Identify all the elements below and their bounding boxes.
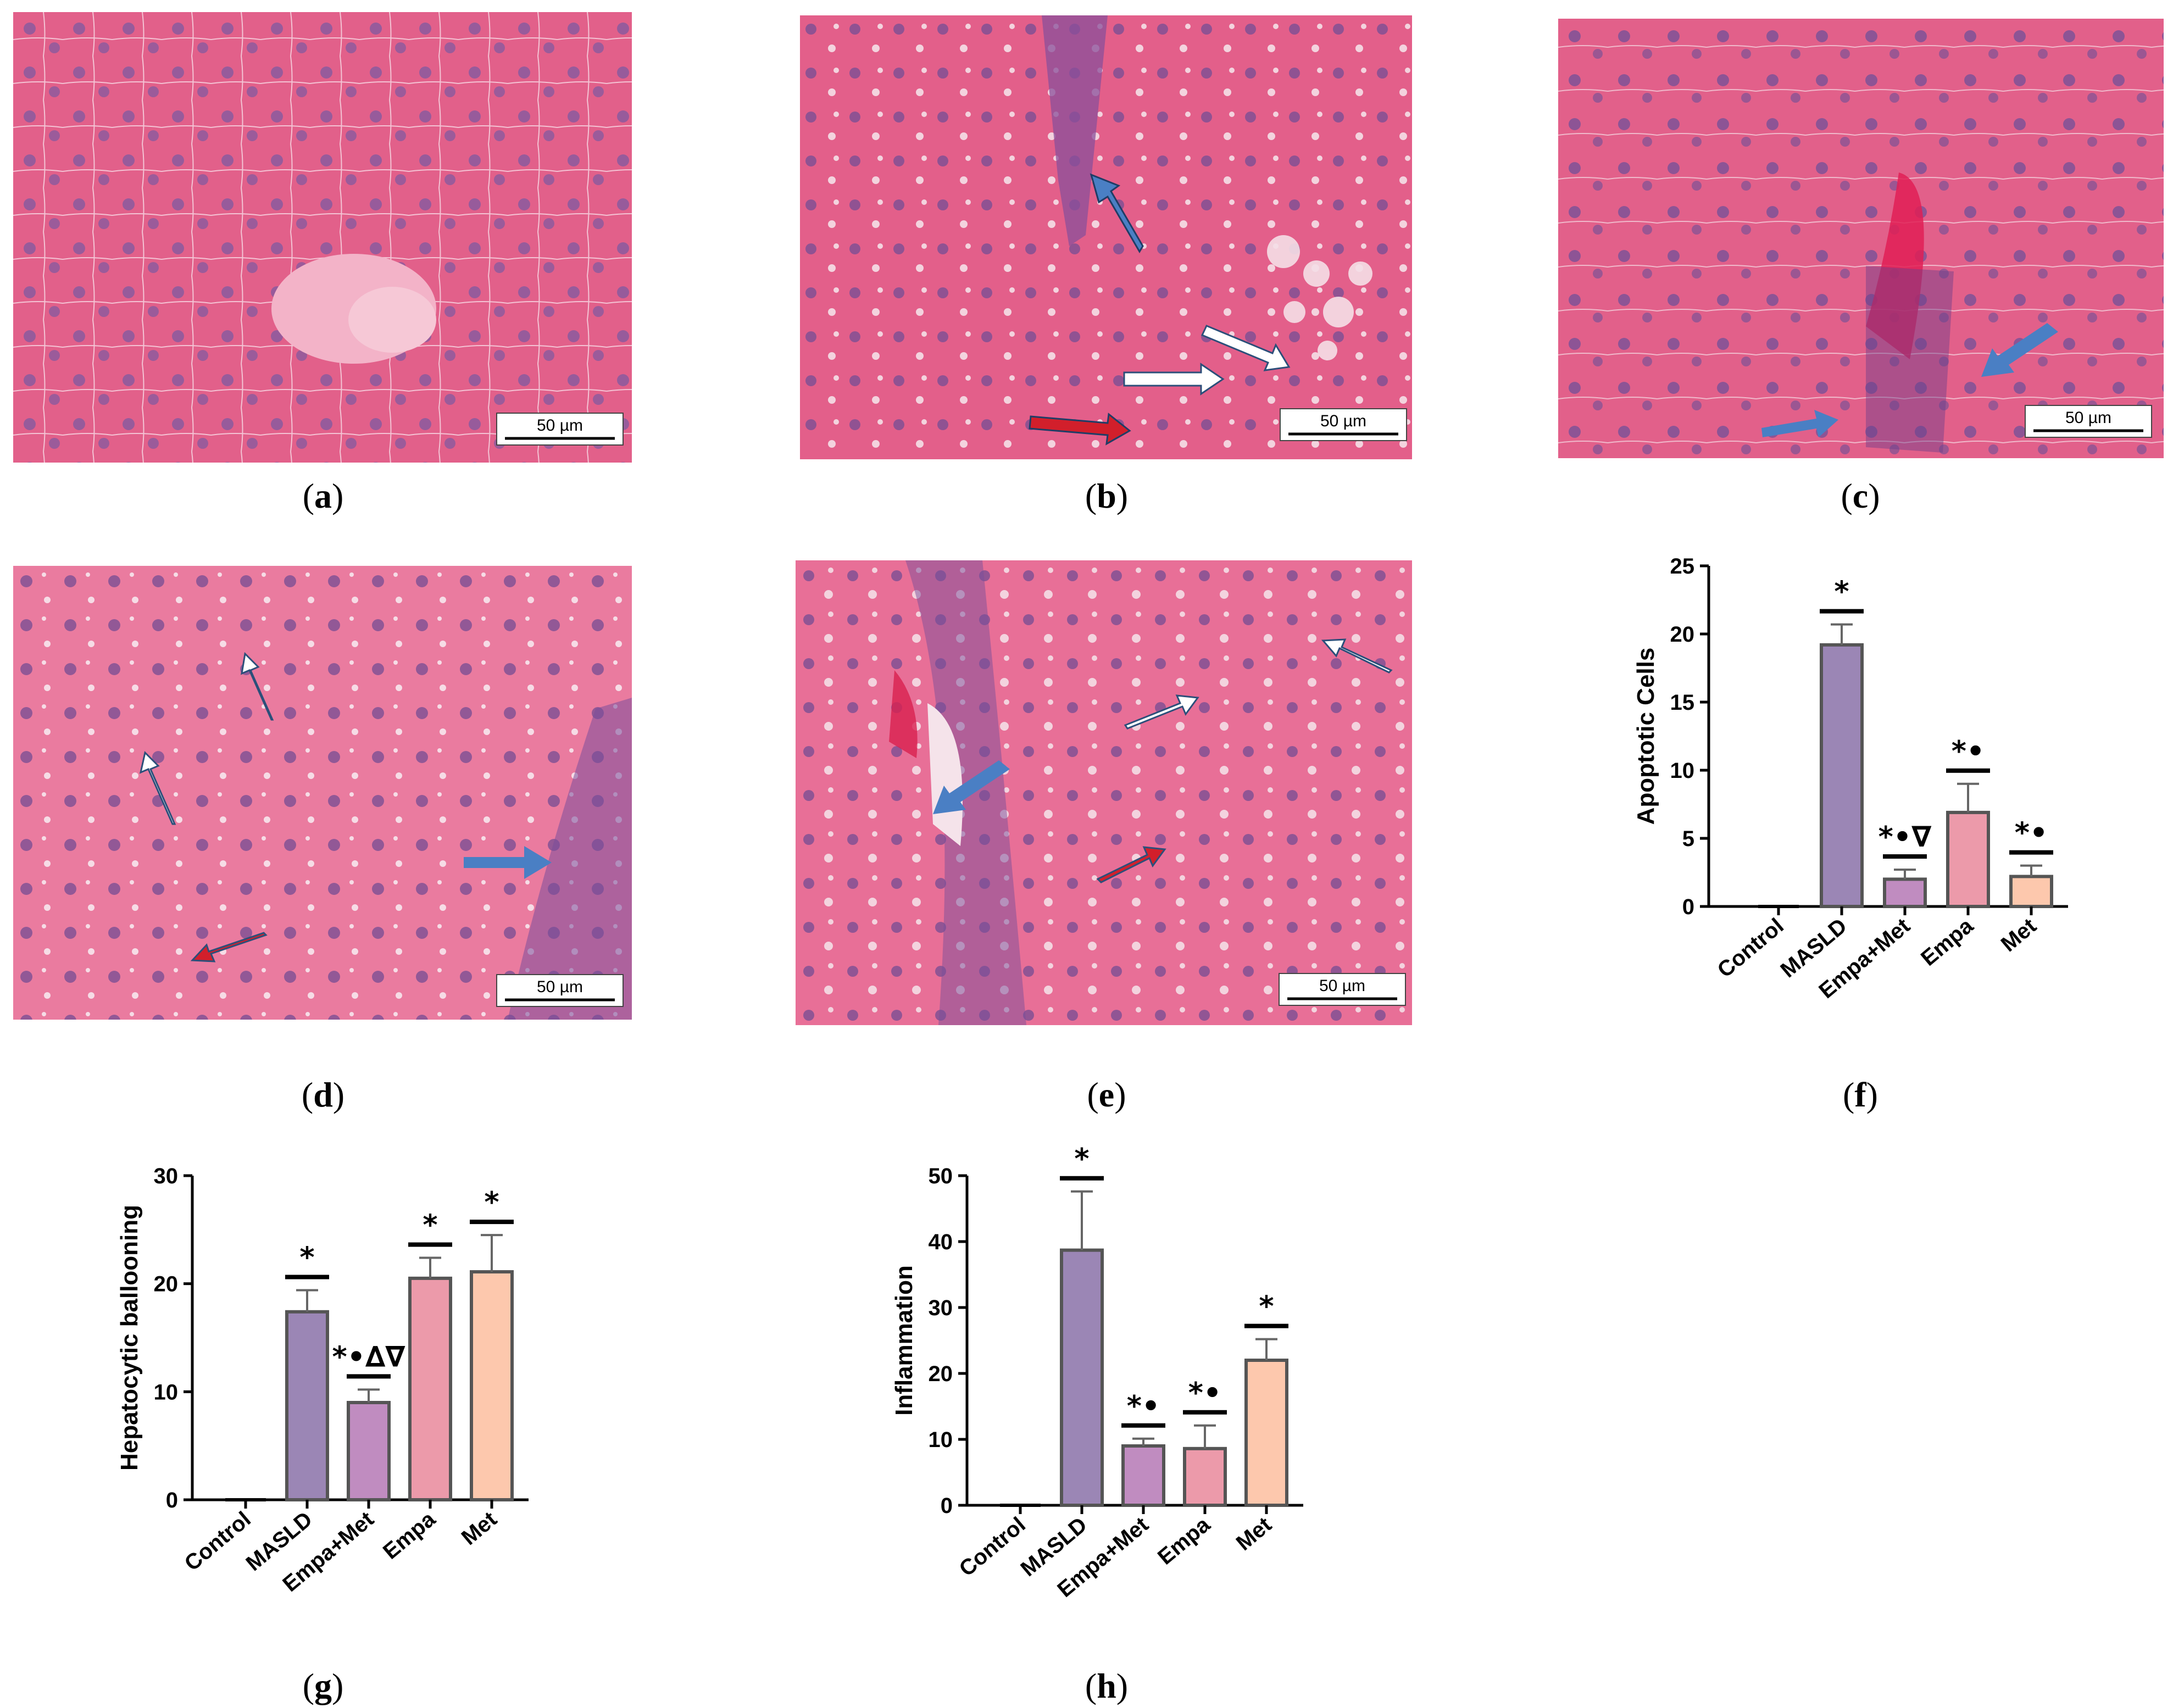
- bar: [1946, 810, 1990, 908]
- x-tick-label: Control: [180, 1507, 255, 1576]
- y-tick-label: 0: [1682, 895, 1694, 919]
- chart-f: 0 5 10 15 20 25 Apoptotic Cells Control * MASLD *•…: [1626, 549, 2110, 1033]
- y-axis-label: Hepatocytic ballooning: [116, 1205, 143, 1471]
- chart-g: 0 10 20 30 Hepatocytic ballooning Control * MAS…: [93, 1154, 577, 1637]
- x-tick-label: Empa: [1916, 914, 1978, 971]
- y-tick-label: 10: [154, 1380, 179, 1404]
- y-tick-label: 15: [1670, 691, 1695, 715]
- chart-h-svg: 01020304050InflammationControl*MASLD*•Em…: [891, 1143, 1303, 1602]
- panel-label-h: (h): [1085, 1666, 1129, 1705]
- y-tick-label: 0: [166, 1488, 178, 1512]
- panel-label-g: (g): [302, 1666, 344, 1705]
- bar: [1121, 1444, 1165, 1507]
- x-tick-label: Empa: [379, 1507, 440, 1564]
- significance-marker: *•: [2015, 817, 2048, 850]
- bar: [2009, 875, 2053, 909]
- chart-h: 0 10 20 30 40 50 Inflammation Control * MASLD *• Em…: [868, 1143, 1352, 1637]
- y-tick-label: 30: [929, 1296, 953, 1320]
- bar: [1820, 643, 1864, 908]
- panel-label-a: (a): [302, 476, 344, 515]
- red-arrow-icon: [1096, 846, 1166, 883]
- y-tick-label: 10: [1670, 759, 1695, 783]
- significance-marker: *: [1834, 576, 1849, 609]
- significance-marker: *: [1074, 1143, 1089, 1176]
- y-tick-label: 25: [1670, 554, 1695, 578]
- micrograph-b: 50 µm: [800, 15, 1412, 459]
- blue-arrow-icon: [1090, 173, 1144, 253]
- blue-arrow-icon: [1761, 323, 2058, 437]
- significance-marker: *•: [1188, 1377, 1221, 1410]
- blue-arrow-icon: [464, 846, 552, 879]
- y-axis-label: Apoptotic Cells: [1632, 648, 1659, 825]
- micrograph-c: 50 µm: [1558, 19, 2164, 458]
- bar: [1883, 877, 1927, 909]
- significance-marker: *•∇: [1879, 821, 1932, 854]
- y-tick-label: 0: [941, 1494, 953, 1518]
- bar: [470, 1270, 514, 1502]
- x-tick-label: Met: [457, 1507, 502, 1550]
- significance-marker: *: [1259, 1290, 1274, 1323]
- panel-label-b: (b): [1085, 476, 1129, 515]
- bar: [1183, 1446, 1227, 1507]
- bar: [1244, 1359, 1288, 1507]
- y-tick-label: 10: [929, 1428, 953, 1452]
- micrograph-d-image: 50 µm: [13, 566, 632, 1020]
- significance-marker: *: [299, 1241, 314, 1274]
- panel-label-f: (f): [1843, 1075, 1878, 1114]
- micrograph-e-image: 50 µm: [796, 560, 1412, 1025]
- panel-label-d: (d): [301, 1075, 345, 1114]
- blue-arrow-icon: [933, 760, 1010, 814]
- white-arrow-icon: [139, 652, 274, 825]
- significance-marker: *•∆∇: [332, 1340, 406, 1373]
- x-tick-label: Met: [1232, 1512, 1276, 1555]
- y-tick-label: 40: [929, 1230, 953, 1254]
- scale-bar-label: 50 µm: [537, 978, 583, 996]
- bar: [347, 1401, 391, 1501]
- scale-bar-label: 50 µm: [2065, 409, 2111, 427]
- y-tick-label: 20: [1670, 622, 1695, 647]
- significance-marker: *: [423, 1209, 437, 1242]
- bar: [1060, 1248, 1104, 1507]
- significance-marker: *•: [1127, 1390, 1160, 1423]
- scale-bar-label: 50 µm: [537, 416, 583, 435]
- y-tick-label: 50: [929, 1164, 953, 1188]
- scale-bar-label: 50 µm: [1319, 977, 1365, 995]
- red-arrow-icon: [190, 932, 268, 963]
- x-tick-label: Met: [1997, 914, 2041, 956]
- micrograph-b-image: 50 µm: [800, 15, 1412, 459]
- y-tick-label: 5: [1682, 827, 1694, 851]
- red-arrow-icon: [1029, 413, 1131, 446]
- white-arrow-icon: [1123, 325, 1291, 396]
- white-arrow-icon: [1124, 638, 1393, 730]
- micrograph-c-image: 50 µm: [1558, 19, 2164, 458]
- y-tick-label: 20: [929, 1362, 953, 1386]
- micrograph-a: 50 µm: [13, 12, 632, 463]
- micrograph-d: 50 µm: [13, 566, 632, 1020]
- x-tick-label: Empa: [1153, 1512, 1215, 1570]
- y-tick-label: 30: [154, 1164, 179, 1188]
- significance-marker: *: [484, 1186, 499, 1219]
- y-tick-label: 20: [154, 1272, 179, 1297]
- x-tick-label: Control: [1713, 914, 1788, 982]
- panel-label-c: (c): [1841, 476, 1880, 515]
- bar: [285, 1310, 329, 1501]
- scale-bar-label: 50 µm: [1320, 412, 1366, 430]
- bar: [408, 1276, 452, 1501]
- significance-marker: *•: [1952, 735, 1985, 768]
- micrograph-a-image: 50 µm: [13, 12, 632, 463]
- x-tick-label: Control: [955, 1512, 1030, 1581]
- y-axis-label: Inflammation: [891, 1265, 918, 1416]
- panel-label-e: (e): [1087, 1075, 1126, 1114]
- micrograph-e: 50 µm: [796, 560, 1412, 1025]
